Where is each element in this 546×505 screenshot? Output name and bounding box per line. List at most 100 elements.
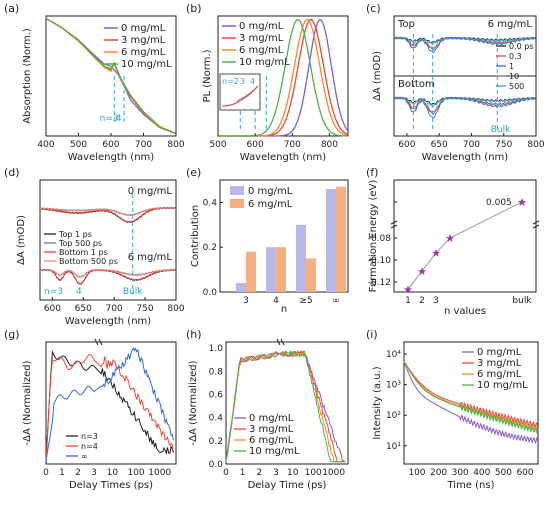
x-tick-label: 800 bbox=[527, 140, 544, 150]
y-tick-label: -0.08 bbox=[368, 234, 392, 244]
inset-line bbox=[222, 85, 259, 107]
x-tick-label: 700 bbox=[463, 140, 480, 150]
series-line bbox=[393, 36, 536, 45]
panel-g-frame bbox=[45, 341, 177, 465]
legend-label: 0 mg/mL bbox=[121, 23, 166, 34]
label-bulk: Bulk bbox=[491, 125, 511, 135]
x-tick-label: 3 bbox=[273, 468, 279, 478]
panel-label: (i) bbox=[366, 328, 378, 341]
panel-label: (b) bbox=[186, 2, 202, 15]
x-tick-label: 3 bbox=[91, 468, 97, 478]
x-tick-label: 600 bbox=[247, 140, 264, 150]
legend-label: 3 mg/mL bbox=[477, 358, 522, 369]
annotation: 3 bbox=[240, 77, 245, 86]
y-tick-label: 1.0 bbox=[209, 344, 224, 354]
y-tick-label: 0.4 bbox=[209, 414, 224, 424]
legend-label: 10 mg/mL bbox=[239, 57, 290, 68]
x-tick-label: 650 bbox=[431, 140, 448, 150]
panel-label: (h) bbox=[186, 328, 202, 341]
x-tick-label: 750 bbox=[136, 304, 153, 314]
label-top: Top bbox=[397, 19, 415, 30]
panel-label: (e) bbox=[186, 166, 201, 179]
bar bbox=[336, 186, 346, 292]
x-tick-label: 600 bbox=[516, 468, 533, 478]
x-axis-label: Wavelength (nm) bbox=[422, 152, 508, 163]
x-tick-label: 800 bbox=[321, 140, 338, 150]
legend-label: 6 mg/mL bbox=[121, 47, 166, 58]
x-tick-label: ≥5 bbox=[299, 296, 312, 306]
panel-label: (g) bbox=[4, 328, 20, 341]
x-axis-label: Wavelength (nm) bbox=[68, 152, 154, 163]
series-line bbox=[393, 96, 536, 115]
series-line bbox=[403, 361, 539, 432]
x-tick-label: 400 bbox=[473, 468, 490, 478]
legend-label: 0.0 ps bbox=[509, 42, 534, 51]
x-tick-label: 10 bbox=[287, 468, 299, 478]
y-tick-label: 10² bbox=[386, 411, 401, 421]
series-line bbox=[45, 17, 177, 135]
x-axis-label: n bbox=[281, 304, 287, 315]
legend-label: Top 1 ps bbox=[58, 230, 92, 239]
y-axis-label: Formation Energy (eV) bbox=[368, 180, 379, 293]
series-line bbox=[225, 350, 346, 463]
x-tick-label: 600 bbox=[102, 140, 119, 150]
bar bbox=[276, 247, 286, 292]
legend-label: 500 bbox=[509, 82, 524, 91]
x-tick-label: bulk bbox=[512, 296, 532, 306]
data-point bbox=[418, 267, 426, 276]
x-tick-label: 300 bbox=[452, 468, 469, 478]
x-tick-label: 700 bbox=[135, 140, 152, 150]
series-line bbox=[218, 19, 348, 137]
legend-label: 6 mg/mL bbox=[249, 435, 294, 446]
data-point bbox=[518, 198, 526, 206]
annotation: n=3 bbox=[44, 287, 63, 297]
legend-label: 0.3 bbox=[509, 52, 522, 61]
bar bbox=[246, 251, 256, 292]
panel-d-frame bbox=[39, 179, 177, 301]
panel-i-frame bbox=[403, 341, 539, 465]
annotation: n=3 bbox=[100, 114, 119, 124]
x-tick-label: 0 bbox=[223, 468, 229, 478]
x-tick-label: 400 bbox=[37, 140, 54, 150]
legend-label: Bottom 500 ps bbox=[59, 257, 118, 266]
y-tick-label: 0.6 bbox=[209, 390, 224, 400]
x-tick-label: 650 bbox=[75, 304, 92, 314]
x-tick-label: 100 bbox=[127, 468, 144, 478]
axis-break bbox=[390, 220, 398, 229]
x-tick-label: 2 bbox=[419, 296, 425, 306]
y-tick-label: 0.8 bbox=[209, 367, 224, 377]
legend-label: 0 mg/mL bbox=[477, 347, 522, 358]
legend-label: 6 mg/mL bbox=[248, 199, 293, 210]
label-conc: 6 mg/mL bbox=[488, 19, 533, 30]
series-line bbox=[45, 347, 174, 461]
bar bbox=[326, 188, 336, 292]
x-tick-label: 800 bbox=[167, 140, 184, 150]
x-tick-label: 3 bbox=[433, 296, 439, 306]
legend-label: 0 mg/mL bbox=[239, 21, 284, 32]
x-axis-label: Time (ns) bbox=[446, 480, 494, 491]
x-tick-label: 10 bbox=[107, 468, 119, 478]
bar bbox=[266, 247, 276, 292]
x-tick-label: 200 bbox=[430, 468, 447, 478]
panel-h-frame bbox=[225, 341, 349, 465]
legend-label: 0 mg/mL bbox=[249, 413, 294, 424]
x-tick-label: 1000 bbox=[322, 468, 345, 478]
bar bbox=[236, 283, 246, 292]
series-line bbox=[393, 96, 536, 108]
x-tick-label: 700 bbox=[106, 304, 123, 314]
legend-label: 10 mg/mL bbox=[121, 59, 172, 70]
legend-label: 3 mg/mL bbox=[239, 33, 284, 44]
x-tick-label: 3 bbox=[243, 296, 249, 306]
axis-break bbox=[532, 220, 540, 229]
x-tick-label: 1 bbox=[405, 296, 411, 306]
legend-swatch bbox=[230, 186, 244, 195]
y-axis-label: PL (Norm.) bbox=[202, 49, 213, 102]
series-line bbox=[403, 361, 538, 434]
annotation: n=2 bbox=[222, 77, 239, 86]
x-tick-label: 500 bbox=[209, 140, 226, 150]
y-tick-label: 0.2 bbox=[209, 437, 223, 447]
x-axis-label: Wavelength (nm) bbox=[240, 152, 326, 163]
x-tick-label: 2 bbox=[75, 468, 81, 478]
series-line bbox=[39, 268, 176, 279]
legend-label: ∞ bbox=[81, 452, 88, 461]
